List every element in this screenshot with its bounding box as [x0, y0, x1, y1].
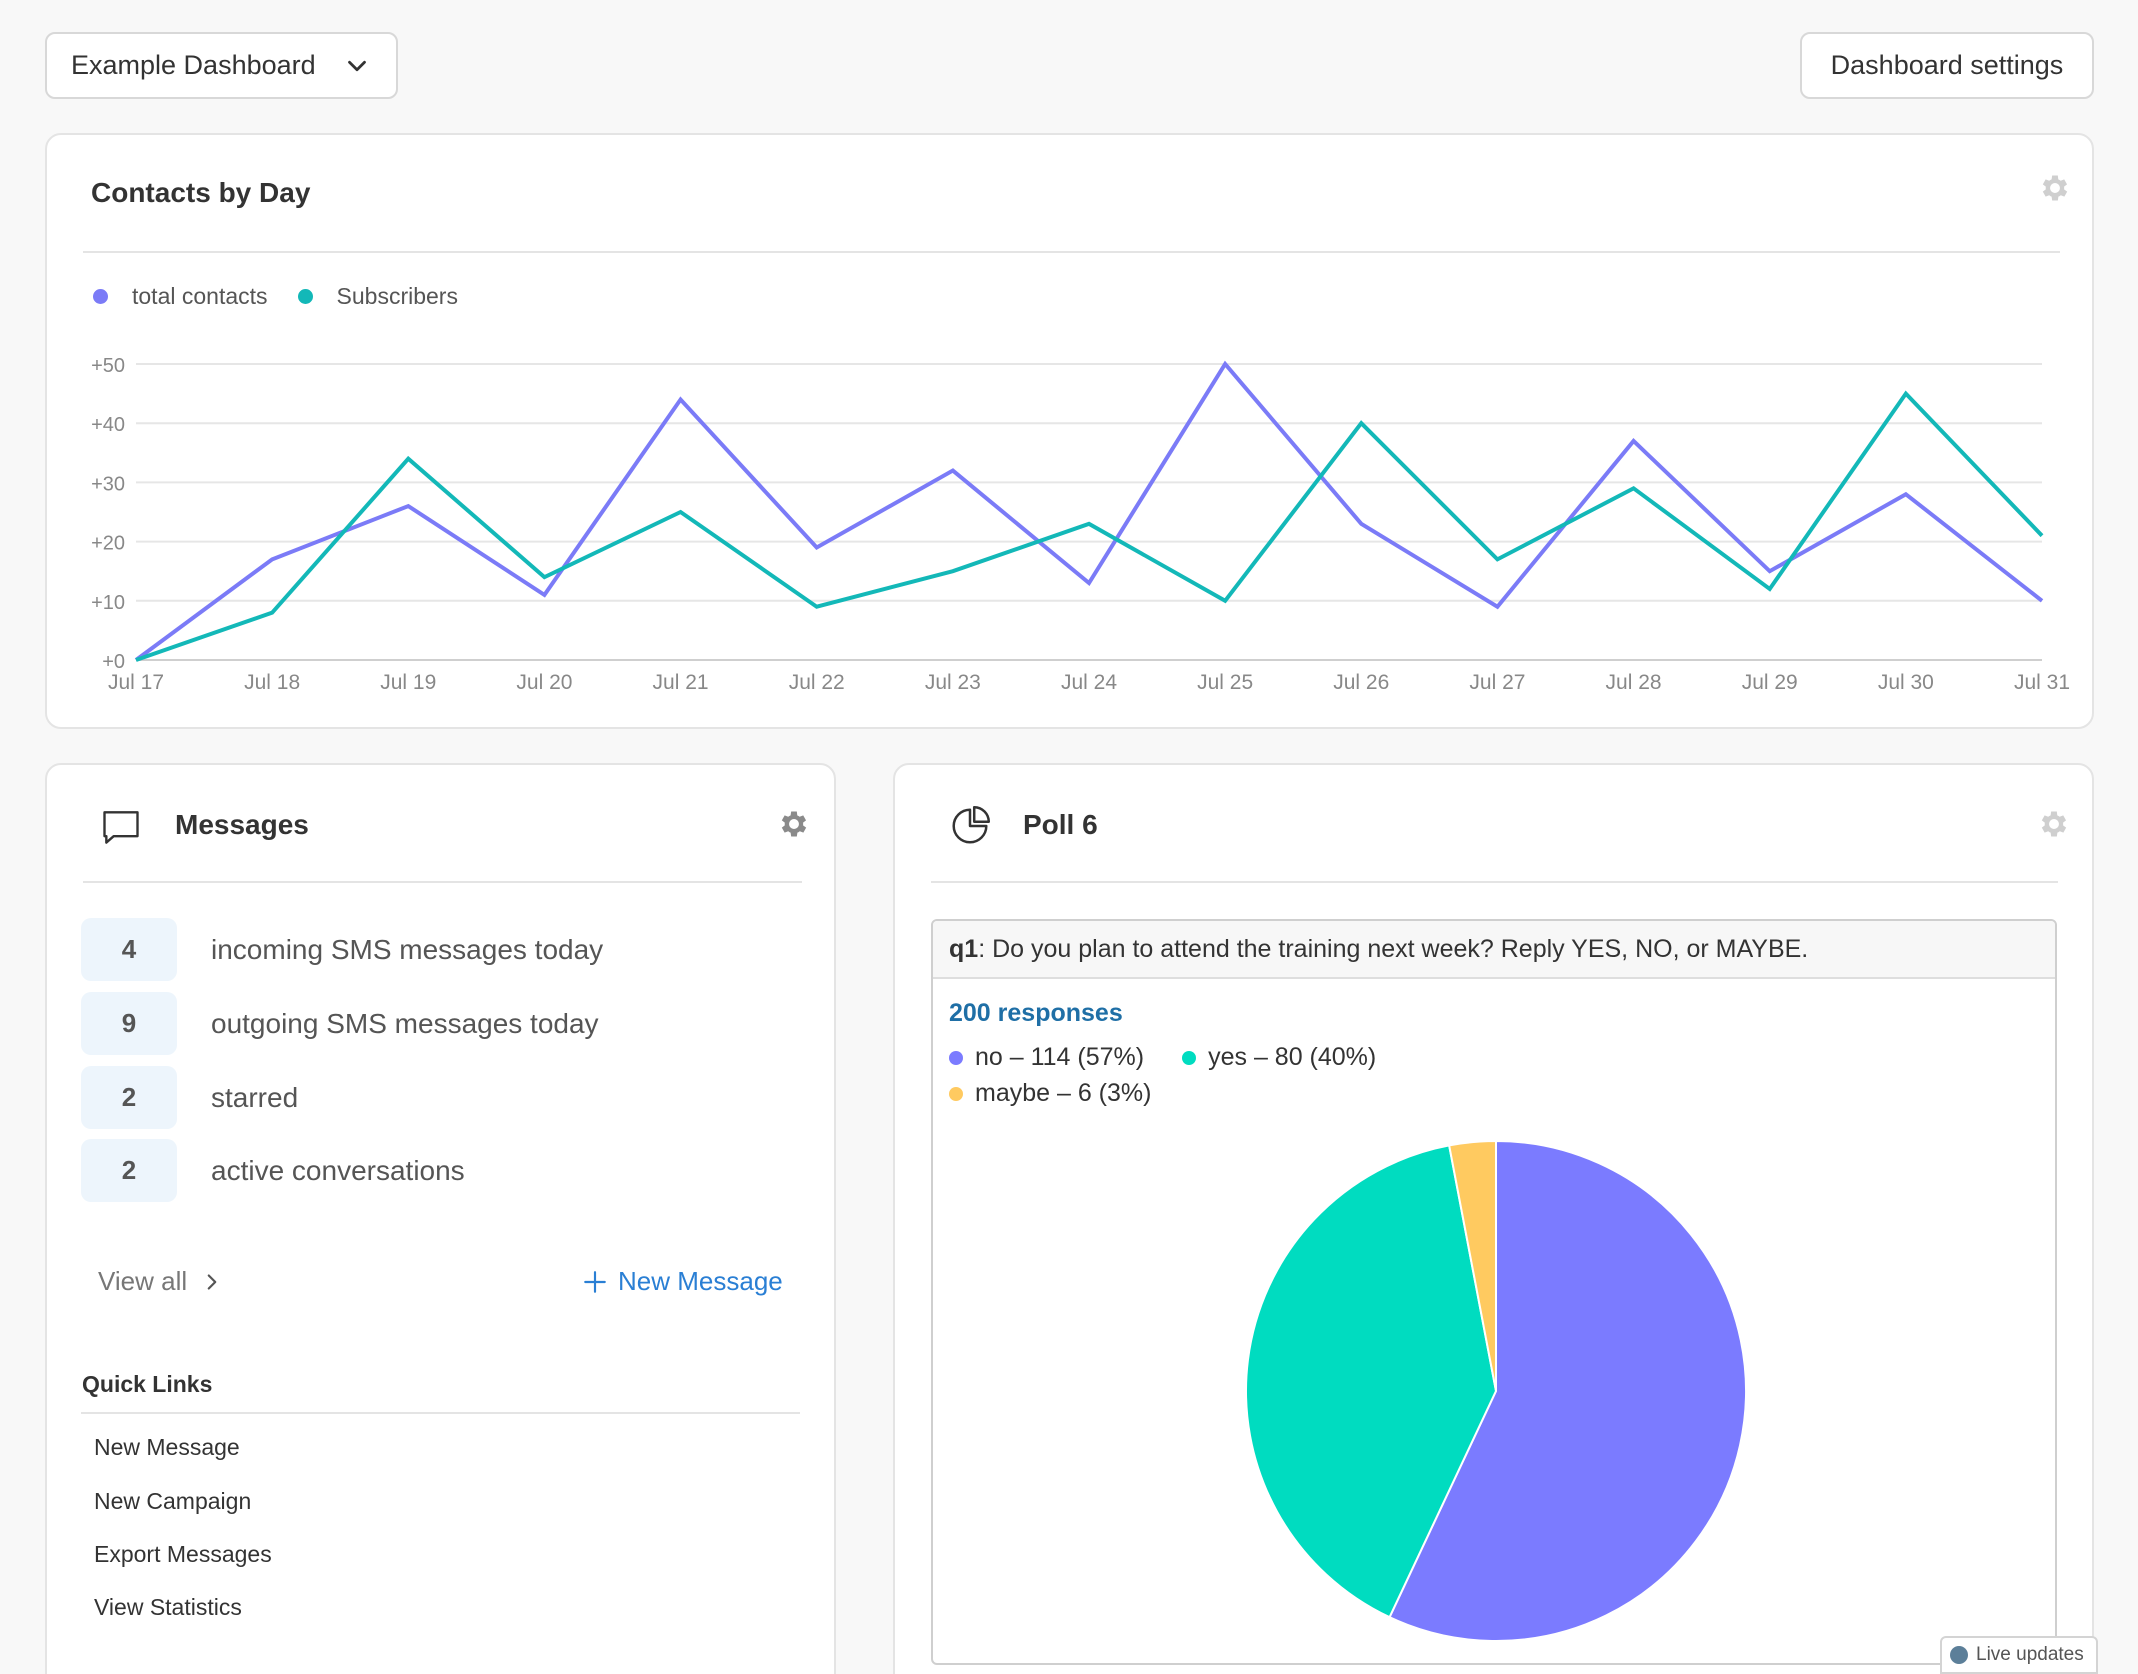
- y-tick-label: +0: [102, 651, 125, 673]
- new-message-button[interactable]: New Message: [582, 1266, 783, 1297]
- y-tick-label: +40: [91, 414, 125, 436]
- y-tick-label: +50: [91, 355, 125, 377]
- legend-dot: [949, 1086, 963, 1101]
- x-tick-label: Jul 18: [244, 671, 300, 694]
- legend-label: no – 114 (57%): [975, 1043, 1145, 1071]
- messages-card: Messages: [45, 763, 836, 1674]
- x-tick-label: Jul 30: [1878, 671, 1934, 694]
- stat-row-active-conversations[interactable]: 2 active conversations: [81, 1139, 465, 1202]
- legend-dot: [1182, 1050, 1197, 1065]
- stat-label: starred: [211, 1081, 299, 1113]
- line-chart: +0 +10 +20 +30 +40 +50 Jul 17 Jul 18 Jul 19 Jul 2…: [91, 355, 2070, 694]
- legend-dot: [93, 289, 108, 304]
- poll-question-box: q1 : Do you plan to attend the training …: [931, 919, 2057, 1665]
- stat-row-starred[interactable]: 2 starred: [81, 1066, 298, 1129]
- gear-icon[interactable]: [777, 807, 811, 841]
- live-updates-indicator[interactable]: Live updates: [1940, 1636, 2098, 1674]
- legend-label: maybe – 6 (3%): [975, 1079, 1152, 1107]
- y-tick-label: +30: [91, 473, 125, 495]
- x-tick-label: Jul 27: [1469, 671, 1525, 694]
- contacts-by-day-card: Contacts by Day total contacts Subscribe…: [45, 133, 2094, 729]
- legend-item-subscribers[interactable]: Subscribers: [297, 283, 458, 310]
- gear-icon[interactable]: [2038, 171, 2072, 205]
- quick-links-title: Quick Links: [82, 1371, 213, 1397]
- stat-label: incoming SMS messages today: [211, 933, 604, 965]
- card-divider: [83, 251, 2060, 253]
- x-tick-label: Jul 19: [380, 671, 436, 694]
- legend-dot: [949, 1050, 963, 1065]
- series-line-subscribers: [135, 390, 2044, 662]
- responses-count: 200 responses: [949, 999, 1123, 1027]
- card-title: Messages: [175, 809, 309, 840]
- legend-label: Subscribers: [336, 283, 458, 309]
- y-tick-label: +10: [91, 592, 125, 614]
- x-tick-label: Jul 28: [1606, 671, 1662, 694]
- x-tick-label: Jul 23: [925, 671, 981, 694]
- pie-slice-yes[interactable]: [1245, 1144, 1498, 1619]
- poll-legend: no – 114 (57%) yes – 80 (40%): [949, 1043, 1414, 1072]
- quick-link-view-statistics[interactable]: View Statistics: [94, 1594, 242, 1620]
- x-tick-label: Jul 20: [516, 671, 572, 694]
- plus-icon: [584, 1270, 606, 1293]
- quick-link-new-campaign[interactable]: New Campaign: [94, 1488, 252, 1514]
- card-title: Poll 6: [1023, 809, 1098, 840]
- question-text: : Do you plan to attend the training nex…: [978, 934, 1809, 963]
- poll-card: Poll 6 q1 : Do you plan to attend the tr…: [893, 763, 2094, 1674]
- quick-link-export-messages[interactable]: Export Messages: [94, 1541, 272, 1567]
- question-id: q1: [949, 934, 979, 963]
- dashboard-settings-label: Dashboard settings: [1830, 50, 2064, 80]
- poll-legend-row-2: maybe – 6 (3%): [949, 1079, 1189, 1108]
- live-status-dot: [1950, 1646, 1968, 1664]
- poll-pie-chart: [1245, 1139, 1747, 1642]
- card-divider: [931, 881, 2058, 883]
- stat-count: 2: [81, 1066, 177, 1129]
- x-tick-label: Jul 17: [108, 671, 164, 694]
- chart-legend: total contacts Subscribers: [93, 283, 488, 310]
- pie-slice-no[interactable]: [1388, 1139, 1747, 1642]
- poll-legend-item-no: no – 114 (57%): [949, 1043, 1144, 1072]
- stat-count: 9: [81, 992, 177, 1055]
- stat-row-incoming[interactable]: 4 incoming SMS messages today: [81, 918, 603, 981]
- live-updates-label: Live updates: [1976, 1644, 2084, 1665]
- quick-links-divider: [81, 1412, 800, 1414]
- dashboard-settings-button[interactable]: Dashboard settings: [1800, 32, 2094, 99]
- x-tick-label: Jul 26: [1333, 671, 1389, 694]
- chevron-right-icon: [207, 1273, 217, 1290]
- stat-count: 2: [81, 1139, 177, 1202]
- view-all-label: View all: [98, 1266, 188, 1296]
- stat-count: 4: [81, 918, 177, 981]
- series-line-total-contacts: [134, 360, 2044, 662]
- x-tick-label: Jul 31: [2014, 671, 2070, 694]
- x-tick-label: Jul 24: [1061, 671, 1117, 694]
- x-tick-label: Jul 25: [1197, 671, 1253, 694]
- quick-link-new-message[interactable]: New Message: [94, 1434, 240, 1460]
- chat-bubble-icon: [103, 811, 139, 844]
- stat-row-outgoing[interactable]: 9 outgoing SMS messages today: [81, 992, 599, 1055]
- legend-dot: [297, 289, 313, 304]
- stat-label: active conversations: [211, 1154, 465, 1186]
- chevron-down-icon: [348, 60, 366, 71]
- gear-icon[interactable]: [2037, 807, 2071, 841]
- poll-legend-item-maybe: maybe – 6 (3%): [949, 1079, 1151, 1108]
- y-tick-label: +20: [91, 533, 125, 555]
- x-tick-label: Jul 29: [1742, 671, 1798, 694]
- poll-question: q1 : Do you plan to attend the training …: [933, 921, 2055, 979]
- legend-item-total-contacts[interactable]: total contacts: [93, 283, 268, 310]
- legend-label: total contacts: [132, 283, 268, 309]
- pie-slice-maybe[interactable]: [1447, 1139, 1497, 1392]
- card-divider: [83, 881, 802, 883]
- pie-chart-icon: [952, 805, 991, 844]
- dashboard-select-label: Example Dashboard: [71, 50, 316, 80]
- poll-legend-item-yes: yes – 80 (40%): [1182, 1043, 1376, 1072]
- new-message-label: New Message: [618, 1266, 783, 1296]
- view-all-link[interactable]: View all: [98, 1266, 225, 1297]
- card-title: Contacts by Day: [91, 177, 311, 208]
- x-tick-label: Jul 22: [789, 671, 845, 694]
- stat-label: outgoing SMS messages today: [211, 1007, 599, 1039]
- legend-label: yes – 80 (40%): [1208, 1043, 1377, 1071]
- dashboard-select[interactable]: Example Dashboard: [45, 32, 398, 99]
- x-tick-label: Jul 21: [653, 671, 709, 694]
